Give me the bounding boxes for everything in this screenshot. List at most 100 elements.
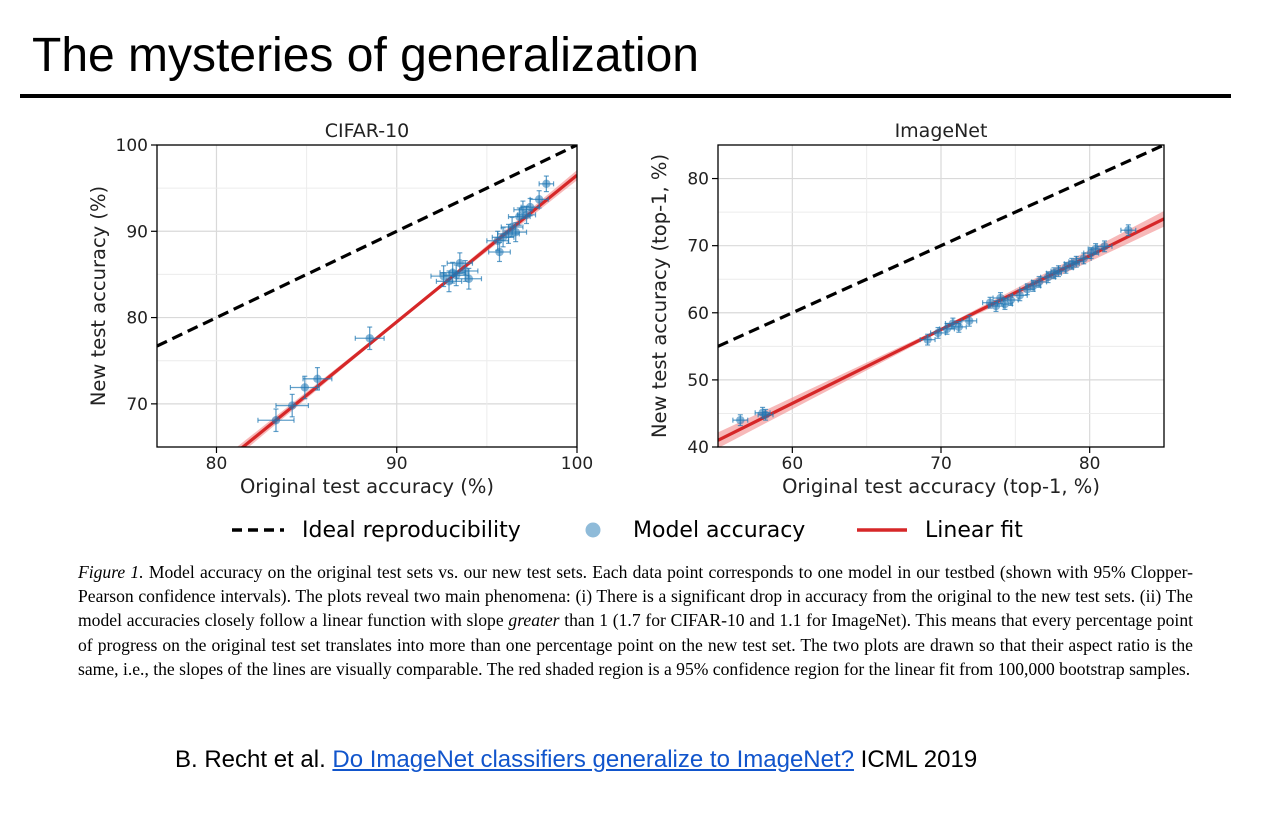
paper-link[interactable]: Do ImageNet classifiers generalize to Im… [332,746,854,773]
point-marker [313,374,322,384]
plot-area-1 [718,145,1164,447]
y-tick-label: 70 [126,395,148,415]
y-tick-label: 50 [687,371,709,391]
data-point [757,408,774,421]
citation-prefix: B. Recht et al. [175,746,333,773]
y-tick-label: 60 [687,304,709,324]
point-marker [761,410,770,419]
plot-area-0 [157,145,577,447]
point-marker [1034,277,1044,287]
point-marker [996,293,1005,303]
x-axis-label: Original test accuracy (%) [240,475,494,498]
data-point [504,222,528,243]
data-point [455,267,483,290]
caption-emphasis: greater [508,610,560,631]
point-marker [933,328,943,338]
data-point [1096,240,1113,253]
x-tick-label: 70 [930,454,952,474]
legend-item-model: Model accuracy [583,512,805,548]
point-marker [1054,266,1063,276]
figure-legend: Ideal reproducibility Model accuracy Lin… [0,512,1268,548]
x-tick-label: 90 [386,454,408,474]
legend-item-fit: Linear fit [857,512,1023,548]
data-point [302,367,333,391]
x-axis-label: Original test accuracy (top-1, %) [782,475,1100,498]
subplot-title: CIFAR-10 [325,120,410,142]
caption-text-1: Model accuracy on the original test sets… [78,562,1193,631]
point-marker [954,322,964,332]
data-point [929,326,947,339]
point-marker [542,179,551,189]
y-axis-label: New test accuracy (top-1, %) [648,154,671,438]
point-marker [923,335,932,344]
data-point [732,414,749,427]
data-point [1002,294,1019,306]
figure-caption: Figure 1. Model accuracy on the original… [78,560,1193,681]
legend-item-ideal: Ideal reproducibility [232,512,521,548]
x-tick-label: 80 [206,454,228,474]
data-point [354,326,385,351]
citation: B. Recht et al. Do ImageNet classifiers … [175,744,977,776]
point-marker [444,277,454,286]
subplot-title: ImageNet [895,120,988,142]
legend-label-ideal: Ideal reproducibility [302,517,521,543]
subplot-0: 80 90 100 70 80 90 100 CIFAR-10 Original test ac… [87,120,593,498]
point-marker [365,334,374,343]
data-point [1011,289,1028,302]
data-point [961,314,978,327]
point-marker [1028,281,1038,291]
x-tick-label: 100 [561,454,593,474]
title-divider [20,94,1231,98]
point-marker [287,401,297,410]
data-point [500,216,524,238]
x-tick-label: 60 [782,454,804,474]
ideal-reproducibility-line [157,145,577,348]
point-marker [1100,242,1109,251]
dashed-line-swatch [232,528,284,532]
point-marker [1072,257,1081,266]
y-axis-label: New test accuracy (%) [87,186,110,406]
caption-text-2: than 1 (1.7 for CIFAR-10 and 1.1 for Ima… [78,610,1193,679]
point-marker [965,316,974,326]
point-marker [522,210,531,220]
point-marker [300,383,310,392]
data-point [289,375,320,400]
y-tick-label: 80 [126,309,148,329]
data-point [529,190,549,209]
point-marker [271,416,281,425]
point-marker [942,324,952,334]
y-tick-label: 70 [687,237,709,257]
point-marker [1079,254,1088,263]
figure-plots: 80 90 100 70 80 90 100 CIFAR-10 Original test ac… [87,120,1165,498]
ideal-reproducibility-line [718,145,1164,348]
red-line-swatch [857,528,907,532]
point-marker [464,274,474,283]
point-marker [511,227,520,237]
y-tick-label: 40 [687,438,709,458]
caption-label: Figure 1. [78,562,144,582]
point-marker [1043,273,1053,282]
data-point [538,175,555,193]
point-marker [1015,291,1024,300]
data-point [257,408,295,433]
data-point [1120,224,1137,237]
x-tick-label: 80 [1079,454,1101,474]
point-marker [1124,226,1133,235]
y-tick-label: 100 [116,136,148,156]
slide-title: The mysteries of generalization [32,29,699,82]
legend-label-model: Model accuracy [633,517,806,543]
data-point [275,393,310,418]
point-marker [736,415,745,425]
point-marker [1000,299,1010,309]
legend-label-fit: Linear fit [925,517,1023,543]
data-point [446,252,474,275]
point-marker [1061,263,1071,273]
y-tick-label: 80 [687,170,709,190]
point-marker [534,195,544,204]
point-marker [495,247,504,257]
data-point [919,333,936,346]
data-point [488,241,511,263]
dot-swatch [585,522,601,538]
point-marker [525,202,535,212]
data-point [950,320,967,333]
